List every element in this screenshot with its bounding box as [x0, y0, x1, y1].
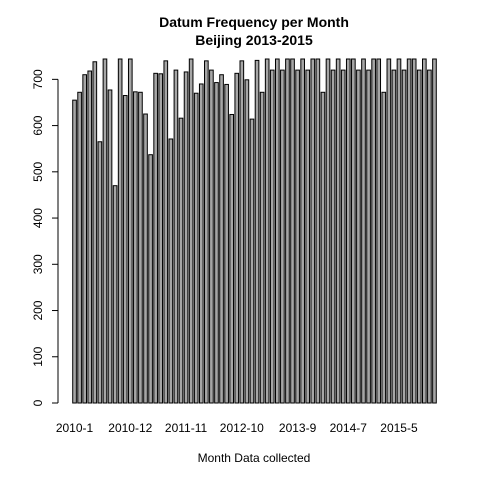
bar-2011-7 — [163, 60, 169, 404]
y-tick-label-300: 300 — [31, 254, 45, 274]
x-tick-label-2010-12: 2010-12 — [108, 421, 152, 435]
bar-2015-6 — [401, 69, 407, 404]
bar-2013-1 — [254, 59, 260, 404]
bar-2015-7 — [406, 58, 412, 404]
bar-2013-7 — [285, 58, 290, 404]
bar-2015-1 — [376, 58, 382, 404]
x-axis-title: Month Data collected — [198, 451, 311, 465]
bar-2014-5 — [335, 58, 341, 404]
bar-2014-1 — [315, 58, 321, 404]
bar-2011-5 — [153, 72, 158, 404]
x-tick-label-2011-11: 2011-11 — [165, 421, 208, 435]
bar-2015-5 — [396, 58, 402, 404]
y-tick-label-600: 600 — [31, 115, 45, 135]
bar-2011-9 — [173, 69, 179, 404]
chart-subtitle: Beijing 2013-2015 — [195, 32, 313, 48]
bar-2012-4 — [209, 69, 214, 404]
bar-2011-12 — [188, 58, 194, 404]
bar-2014-11 — [366, 69, 371, 404]
bar-2014-6 — [340, 69, 346, 404]
bar-2013-8 — [290, 58, 295, 404]
bar-2015-2 — [381, 91, 387, 404]
bar-2011-11 — [183, 71, 189, 404]
bar-2011-10 — [178, 117, 184, 404]
bar-2015-4 — [391, 69, 397, 404]
bar-2013-9 — [295, 69, 300, 404]
x-tick-label-2014-7: 2014-7 — [330, 421, 368, 435]
y-tick-label-100: 100 — [31, 346, 45, 366]
bar-2012-1 — [193, 92, 199, 404]
bar-2011-2 — [138, 91, 143, 404]
bar-2012-8 — [229, 113, 235, 404]
bar-2014-12 — [371, 58, 376, 404]
bar-2010-1 — [72, 99, 77, 404]
bar-2013-5 — [274, 58, 280, 404]
bar-2010-8 — [107, 89, 113, 404]
y-tick-label-700: 700 — [31, 69, 45, 89]
bar-2015-3 — [386, 58, 392, 404]
bar-2015-12 — [432, 58, 437, 404]
bar-2012-3 — [204, 60, 209, 404]
bar-2012-7 — [224, 83, 229, 404]
bar-2010-11 — [122, 95, 128, 404]
bar-2012-10 — [239, 60, 245, 404]
x-tick-label-2010-1: 2010-1 — [56, 421, 94, 435]
bar-2015-10 — [422, 58, 427, 404]
bar-2012-6 — [219, 74, 224, 404]
y-tick-label-0: 0 — [31, 399, 45, 406]
bar-2013-3 — [264, 58, 270, 404]
bar-2010-2 — [77, 91, 82, 404]
y-tick-label-500: 500 — [31, 161, 45, 181]
bar-2010-4 — [87, 70, 93, 404]
y-axis: 0 100 200 300 400 500 600 700 — [31, 69, 59, 406]
bar-2013-11 — [305, 69, 311, 404]
bar-2014-8 — [351, 58, 356, 404]
bar-2012-12 — [249, 118, 255, 404]
x-axis: 2010-1 2010-12 2011-11 2012-10 2013-9 2014-7 2… — [56, 421, 418, 435]
bar-2011-1 — [133, 91, 138, 404]
bar-2013-4 — [269, 69, 275, 404]
bar-2013-10 — [300, 58, 305, 404]
bar-2011-4 — [148, 154, 153, 404]
x-tick-label-2012-10: 2012-10 — [220, 421, 264, 435]
bar-2010-10 — [117, 58, 123, 404]
bar-2014-4 — [330, 69, 336, 404]
bar-2015-11 — [427, 69, 432, 404]
bar-2014-3 — [325, 58, 331, 404]
bar-2010-6 — [97, 141, 103, 404]
bar-2010-7 — [102, 58, 108, 404]
bar-2013-2 — [259, 91, 265, 404]
bar-2013-6 — [280, 69, 285, 404]
y-tick-label-200: 200 — [31, 300, 45, 320]
bar-2014-10 — [361, 58, 366, 404]
chart-title: Datum Frequency per Month — [159, 14, 349, 30]
bar-2014-9 — [356, 69, 361, 404]
bar-2014-2 — [320, 91, 326, 404]
x-tick-label-2013-9: 2013-9 — [279, 421, 317, 435]
y-tick-label-400: 400 — [31, 208, 45, 228]
bar-2010-9 — [112, 185, 118, 404]
bar-2012-11 — [244, 79, 250, 404]
bar-2010-5 — [92, 61, 98, 404]
bars-group — [72, 58, 437, 404]
bar-2010-12 — [127, 58, 133, 404]
bar-2012-9 — [234, 72, 240, 404]
bar-2013-12 — [310, 58, 316, 404]
bar-2010-3 — [82, 74, 87, 404]
bar-2015-9 — [416, 69, 422, 404]
bar-2015-8 — [411, 58, 417, 404]
bar-2011-6 — [158, 73, 164, 404]
bar-2012-5 — [214, 82, 219, 404]
bar-2014-7 — [345, 58, 351, 404]
x-tick-label-2015-5: 2015-5 — [380, 421, 418, 435]
bar-2012-2 — [198, 83, 204, 404]
bar-2011-3 — [143, 113, 148, 404]
bar-2011-8 — [168, 138, 174, 404]
